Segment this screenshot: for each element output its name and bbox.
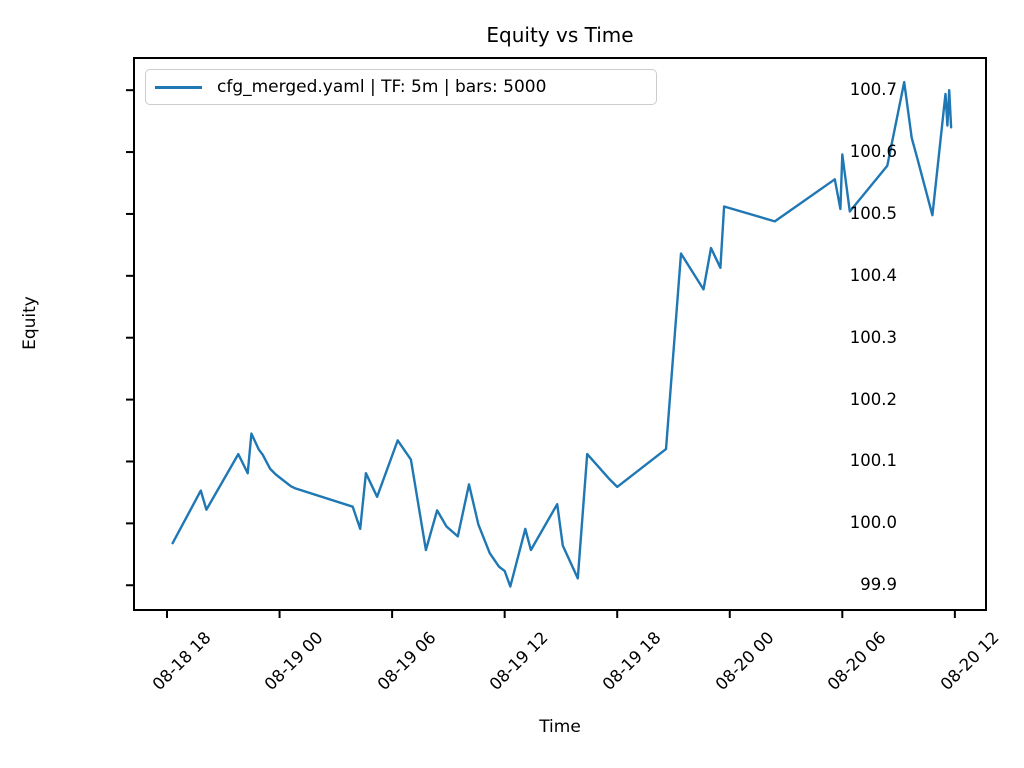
y-tick-label: 100.4 (849, 265, 897, 285)
y-tick-label: 99.9 (860, 575, 897, 595)
y-axis-label: Equity (20, 296, 40, 350)
y-tick-label: 100.6 (849, 142, 897, 162)
legend-label: cfg_merged.yaml | TF: 5m | bars: 5000 (217, 77, 547, 97)
x-axis-label: Time (539, 717, 581, 737)
y-tick-label: 100.0 (849, 513, 897, 533)
axes-frame (133, 57, 987, 611)
legend-line-sample (155, 85, 202, 89)
y-tick-label: 100.7 (849, 80, 897, 100)
y-tick-label: 100.3 (849, 327, 897, 347)
y-tick-label: 100.5 (849, 203, 897, 223)
y-tick-label: 100.2 (849, 389, 897, 409)
legend: cfg_merged.yaml | TF: 5m | bars: 5000 (145, 69, 657, 105)
chart-title: Equity vs Time (486, 23, 634, 47)
equity-line-series (171, 80, 953, 588)
y-tick-label: 100.1 (849, 451, 897, 471)
